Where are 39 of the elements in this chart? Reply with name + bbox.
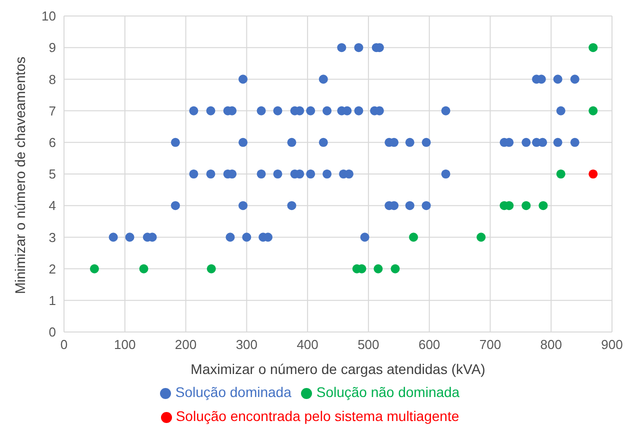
x-tick-label: 800: [540, 337, 562, 352]
legend-label: Solução dominada: [175, 384, 292, 400]
point: [588, 106, 598, 116]
point: [390, 264, 400, 274]
x-tick-label: 400: [296, 337, 318, 352]
y-tick-label: 4: [48, 198, 56, 214]
x-tick-label: 700: [479, 337, 502, 352]
point: [588, 43, 598, 52]
y-axis-title: Minimizar o número de chaveamentos: [12, 56, 28, 294]
y-tick-label: 2: [48, 261, 56, 276]
point: [522, 201, 531, 210]
x-tick-label: 200: [174, 337, 197, 352]
point: [476, 232, 486, 242]
point: [206, 264, 216, 274]
point: [538, 201, 548, 210]
point: [374, 264, 383, 274]
y-tick-label: 3: [48, 230, 56, 245]
x-tick-label: 900: [601, 337, 623, 352]
x-tick-label: 300: [236, 337, 258, 352]
y-tick-label: 7: [48, 103, 56, 118]
legend-label: Solução não dominada: [316, 384, 460, 400]
x-axis-title: Maximizar o número de cargas atendidas (kVA): [190, 361, 486, 377]
x-tick-label: 100: [114, 337, 136, 352]
y-tick-label: 10: [42, 8, 56, 24]
y-tick-label: 8: [48, 72, 56, 87]
y-tick-label: 9: [48, 40, 56, 56]
point: [408, 232, 418, 242]
x-tick-label: 500: [358, 337, 380, 352]
y-tick-label: 0: [48, 324, 56, 340]
point: [556, 169, 566, 179]
x-tick-label: 600: [418, 337, 440, 352]
point: [588, 169, 598, 179]
legend-label: Solução encontrada pelo sistema multiagente: [176, 408, 460, 424]
point: [139, 264, 148, 274]
y-tick-label: 6: [48, 135, 56, 150]
point: [90, 264, 99, 274]
y-tick-label: 1: [48, 293, 56, 308]
x-tick-label: 0: [60, 337, 68, 352]
y-tick-label: 5: [48, 166, 56, 182]
